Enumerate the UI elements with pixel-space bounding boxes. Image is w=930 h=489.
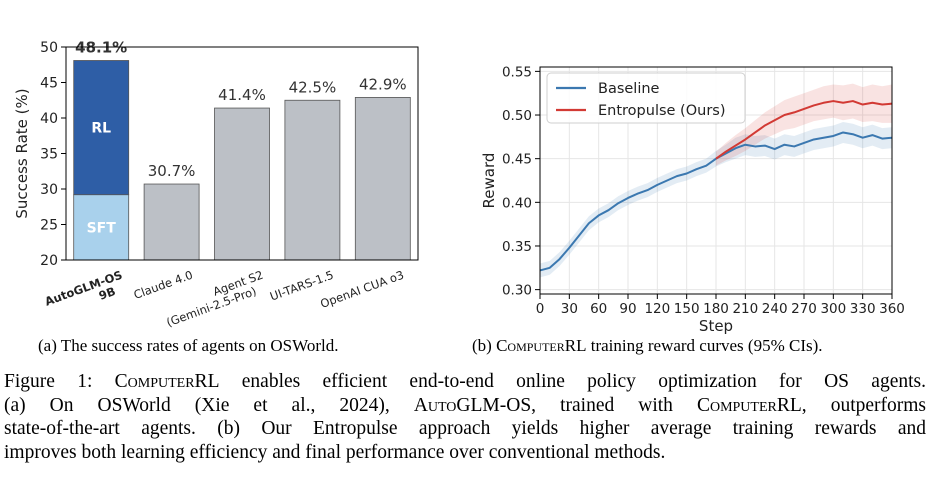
subcaption-b-method: ComputerRL xyxy=(496,336,587,355)
subcaption-b: (b) ComputerRL training reward curves (9… xyxy=(472,336,823,356)
y-tick-label: 40 xyxy=(40,111,58,127)
caption-line-3: state-of-the-art agents. (b) Our Entropu… xyxy=(4,418,926,439)
x-tick-label: 300 xyxy=(820,301,846,317)
bar xyxy=(354,97,411,261)
x-tick-label: 30 xyxy=(561,301,578,317)
plot-frame xyxy=(65,46,419,261)
y-tick-label: 45 xyxy=(40,76,58,92)
caption-method-name: ComputerRL xyxy=(114,371,220,392)
subcaption-b-prefix: (b) xyxy=(472,336,497,355)
stacked-bar-segment xyxy=(73,60,130,196)
confidence-band xyxy=(540,122,892,278)
y-tick-label: 0.50 xyxy=(502,108,532,124)
x-tick-label: 270 xyxy=(791,301,817,317)
y-tick-label: 35 xyxy=(40,147,58,163)
confidence-band xyxy=(716,83,892,166)
y-tick-label: 30 xyxy=(40,182,58,198)
caption-text: , trained with xyxy=(531,394,697,416)
x-axis-label: Step xyxy=(699,317,733,335)
caption-line-4: improves both learning efficiency and fi… xyxy=(4,441,666,463)
x-tick-label-line: 9B xyxy=(97,284,118,303)
x-tick-label: 60 xyxy=(590,301,607,317)
caption-line-2: (a) On OSWorld (Xie et al., 2024), AutoG… xyxy=(4,394,926,418)
x-tick-label: 0 xyxy=(536,301,545,317)
caption-text: enables efficient end-to-end online poli… xyxy=(219,371,926,392)
x-tick-label-line: (Gemini-2.5-Pro) xyxy=(164,284,258,330)
reward-line-chart: 0 30 60 90 120 150 180 210 240 270 300 330 360 0.30 0.… xyxy=(480,64,905,335)
y-tick-label: 20 xyxy=(40,253,58,269)
plot-frame xyxy=(539,66,893,295)
value-label: 42.5% xyxy=(289,78,337,96)
y-axis-label: Success Rate (%) xyxy=(13,88,31,218)
subcaption-b-suffix: training reward curves (95% CIs). xyxy=(586,336,823,355)
legend-box xyxy=(546,72,746,124)
y-tick-label: 0.45 xyxy=(502,152,532,168)
legend: Baseline Entropulse (Ours) xyxy=(546,72,746,124)
x-tick-label: 150 xyxy=(674,301,700,317)
y-tick-label: 25 xyxy=(40,218,58,234)
x-tick-label: 330 xyxy=(850,301,876,317)
y-tick-label: 0.55 xyxy=(502,64,532,80)
y-axis-label: Reward xyxy=(480,153,498,209)
caption-text: (a) On OSWorld (Xie et al., 2024), xyxy=(4,394,414,416)
subcaption-a-text: (a) The success rates of agents on OSWor… xyxy=(38,336,339,355)
segment-label: SFT xyxy=(87,220,117,236)
caption-method-name: ComputerRL xyxy=(696,394,802,416)
x-tick-label: 210 xyxy=(732,301,758,317)
x-tick-label: 360 xyxy=(879,301,905,317)
value-label: 42.9% xyxy=(359,75,407,93)
segment-label: RL xyxy=(91,121,111,137)
caption-model-name: AutoGLM-OS xyxy=(413,394,532,416)
value-label: 30.7% xyxy=(148,162,196,180)
caption-figure-label: Figure 1: xyxy=(4,371,115,392)
x-tick-label: AutoGLM-OS9B xyxy=(43,268,129,321)
x-tick-label: Claude 4.0 xyxy=(132,268,195,302)
y-tick-label: 0.35 xyxy=(502,239,532,255)
x-tick-label: 180 xyxy=(703,301,729,317)
caption-line-1: Figure 1: ComputerRL enables efficient e… xyxy=(4,370,926,394)
value-label: 41.4% xyxy=(218,86,266,104)
bar xyxy=(143,183,200,261)
x-tick-label-line: Claude 4.0 xyxy=(132,268,195,302)
figure-caption: Figure 1: ComputerRL enables efficient e… xyxy=(4,370,926,464)
x-tick-label: 90 xyxy=(619,301,636,317)
legend-label: Baseline xyxy=(598,81,660,97)
legend-label: Entropulse (Ours) xyxy=(598,103,726,119)
x-tick-label: 120 xyxy=(644,301,670,317)
bar xyxy=(214,107,270,261)
y-tick-label: 50 xyxy=(40,40,58,56)
y-tick-label: 0.30 xyxy=(502,283,532,299)
x-tick-label: 240 xyxy=(762,301,788,317)
caption-text: , outperforms xyxy=(801,394,926,416)
subcaption-a: (a) The success rates of agents on OSWor… xyxy=(38,336,338,356)
bar xyxy=(284,99,341,261)
y-tick-label: 0.40 xyxy=(502,195,532,211)
series-line xyxy=(715,100,893,160)
